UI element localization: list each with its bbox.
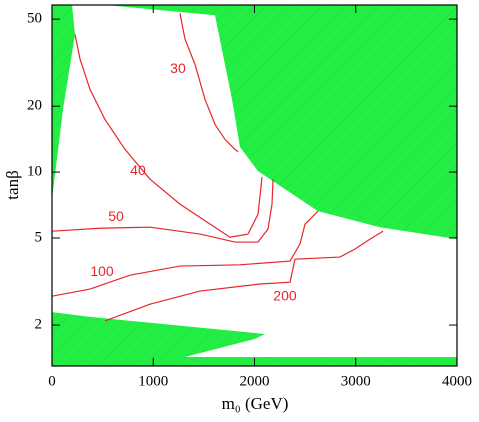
region-hatch <box>52 312 266 366</box>
contour-line <box>74 34 263 238</box>
x-tick-label: 0 <box>48 373 56 389</box>
contour-line <box>104 230 384 322</box>
contour-label: 40 <box>130 162 146 178</box>
contour-label: 50 <box>108 208 124 224</box>
region-hatch <box>52 5 75 200</box>
contour-line <box>51 210 319 297</box>
y-tick-label: 5 <box>35 229 43 245</box>
x-tick-label: 2000 <box>240 373 270 389</box>
x-tick-label: 4000 <box>442 373 472 389</box>
x-tick-label: 1000 <box>138 373 168 389</box>
region-hatch <box>104 5 458 240</box>
contour-label: 100 <box>90 263 114 279</box>
y-tick-label: 20 <box>27 98 42 114</box>
y-tick-label: 10 <box>27 164 42 180</box>
contour-label: 200 <box>273 288 297 304</box>
contour-line <box>51 179 274 243</box>
contour-label: 30 <box>170 60 186 76</box>
contour-line <box>179 13 239 153</box>
x-tick-label: 3000 <box>341 373 371 389</box>
y-tick-label: 50 <box>27 11 42 27</box>
region-hatch <box>150 356 457 366</box>
y-tick-label: 2 <box>35 316 43 332</box>
y-axis-label: tanβ <box>3 170 22 199</box>
x-axis-label: m₀ (GeV) <box>222 394 289 413</box>
